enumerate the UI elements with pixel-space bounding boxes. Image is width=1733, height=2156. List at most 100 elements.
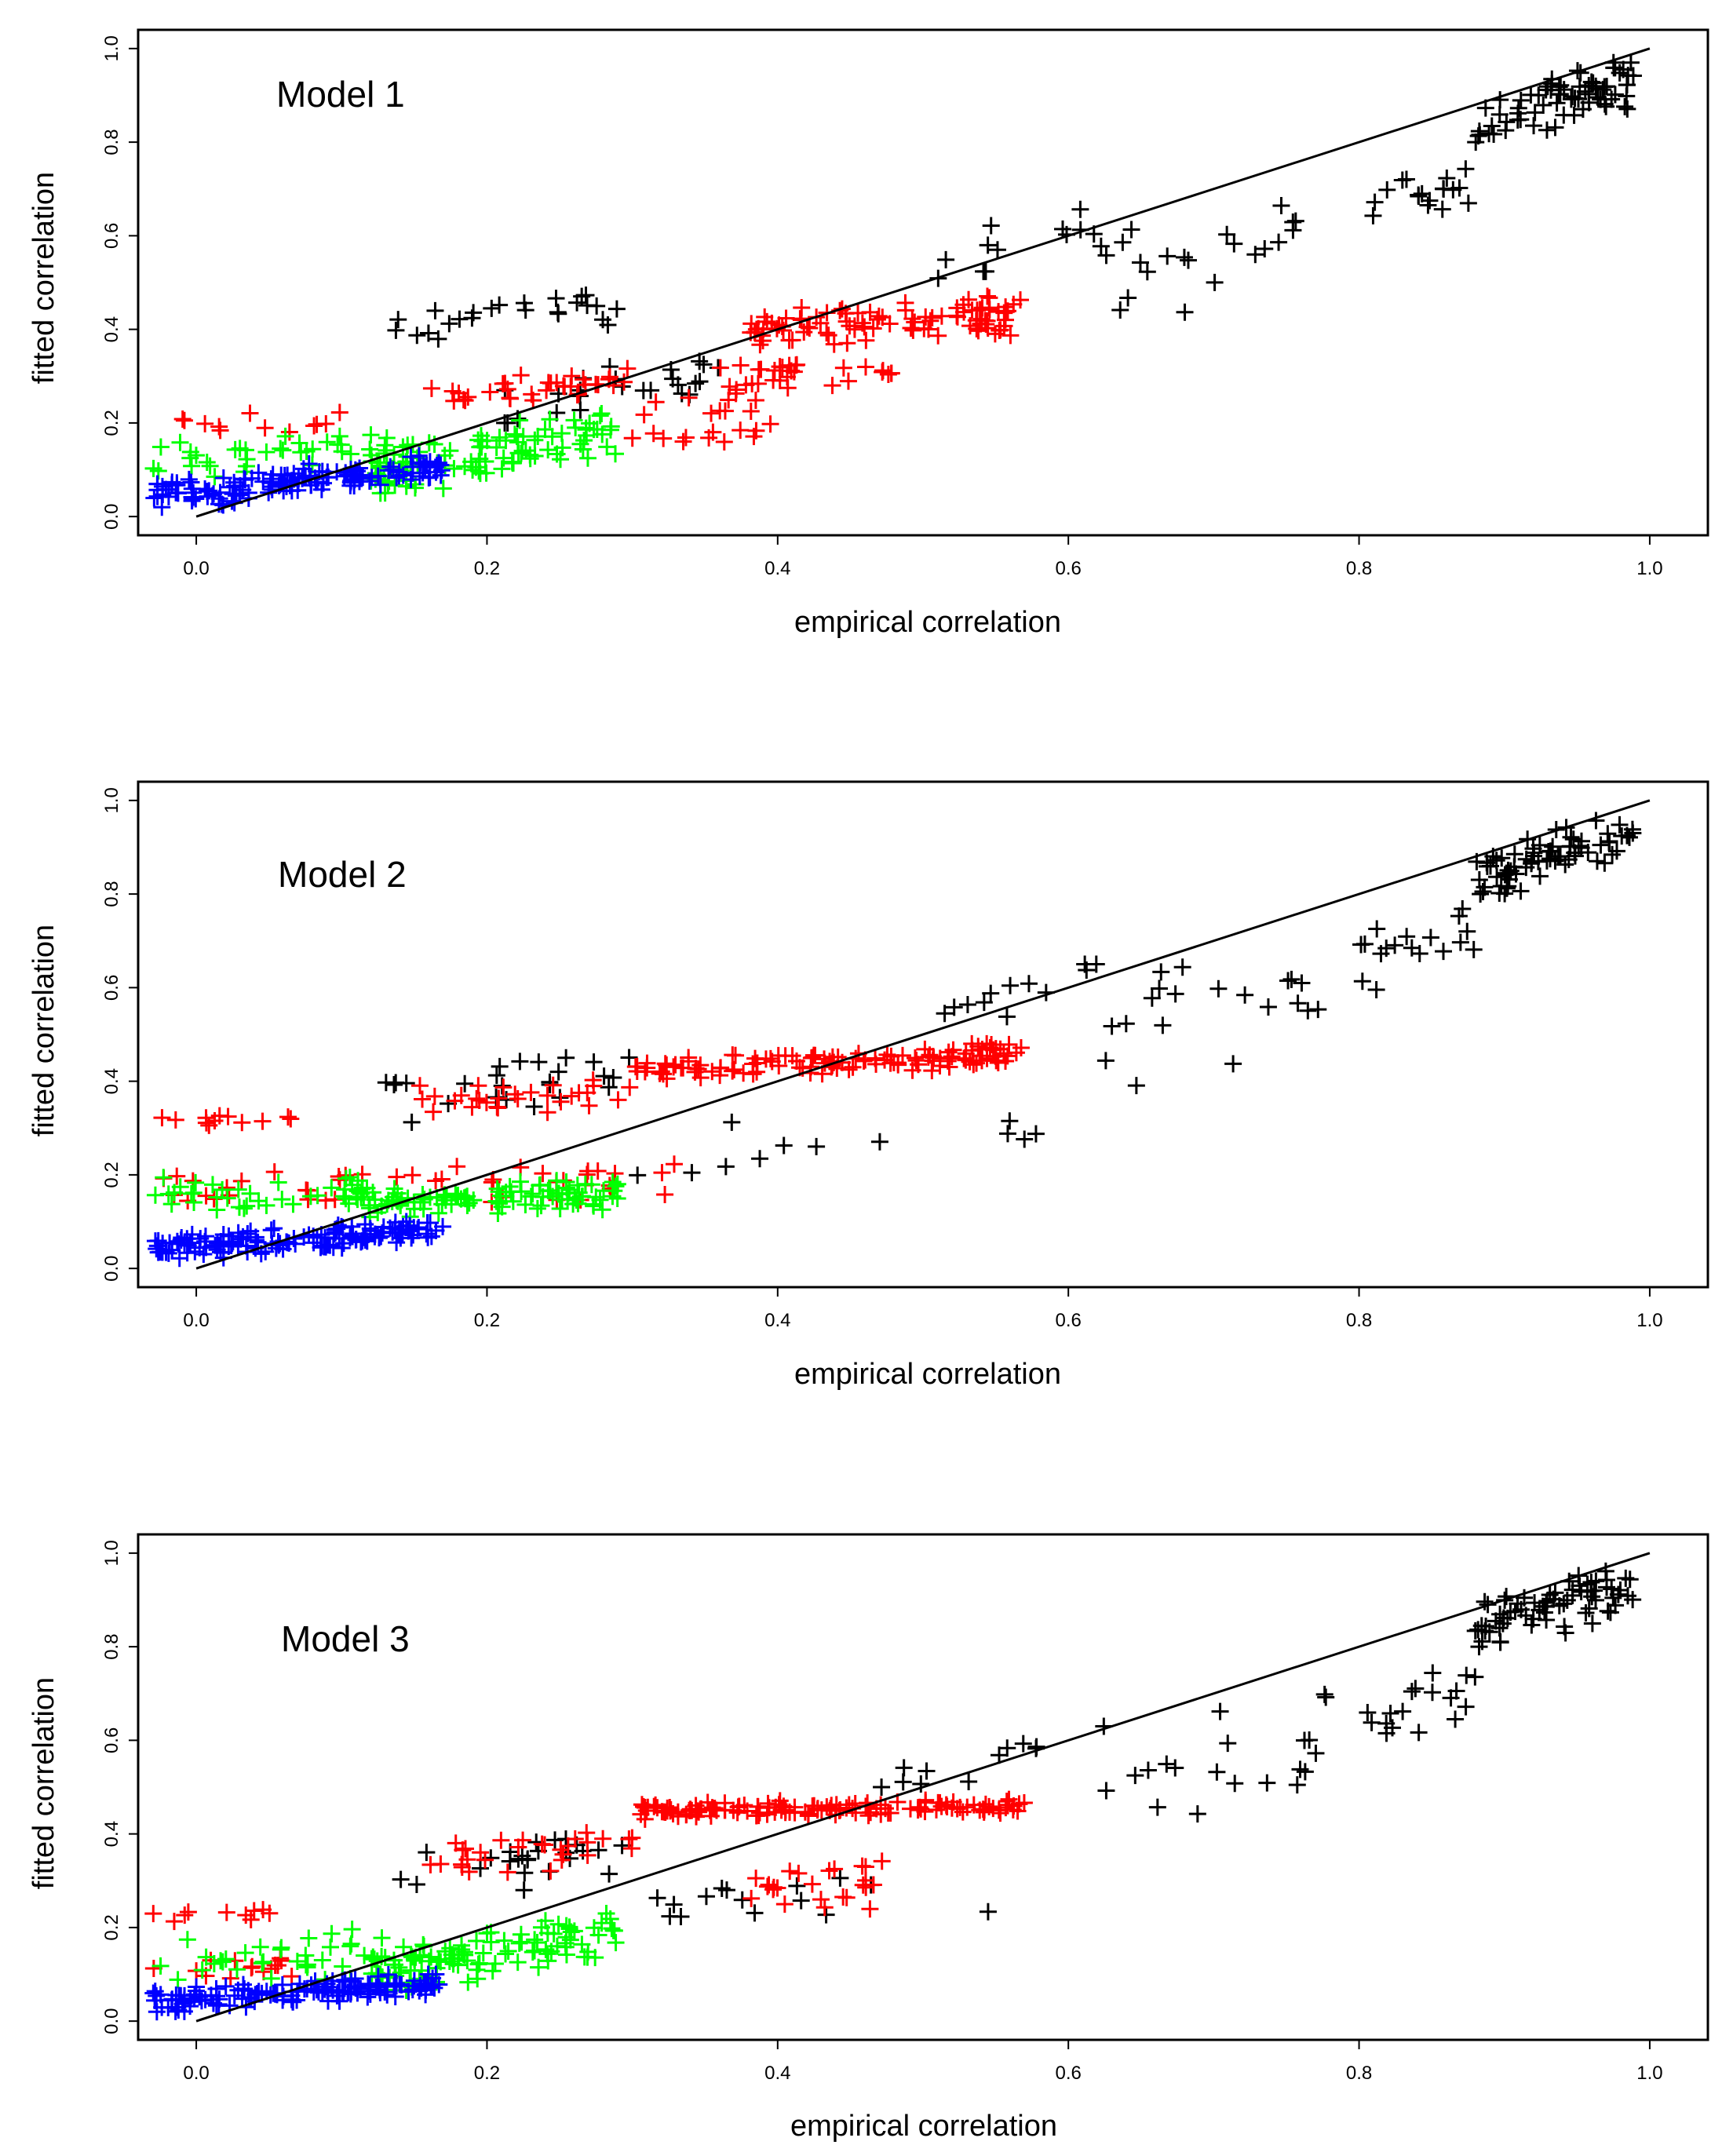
data-point (591, 407, 609, 425)
data-point (206, 1111, 224, 1129)
data-point (1368, 920, 1386, 938)
data-point (188, 1978, 206, 1996)
data-point (996, 311, 1014, 329)
data-point (749, 1797, 767, 1815)
data-point (998, 1008, 1016, 1026)
data-point (515, 294, 533, 312)
data-point (1531, 867, 1549, 885)
data-point (1206, 273, 1224, 291)
data-point (1490, 105, 1509, 123)
data-point (228, 1961, 246, 1979)
data-point (232, 1172, 250, 1190)
data-point (1397, 170, 1415, 188)
data-point (269, 1173, 287, 1191)
data-point (284, 1195, 302, 1213)
data-point (388, 1168, 406, 1186)
data-point (770, 1796, 788, 1814)
plot-frame (137, 780, 1709, 1289)
data-point (516, 1195, 534, 1213)
data-point (1166, 1759, 1184, 1777)
data-point (768, 1879, 786, 1897)
data-point (1624, 824, 1642, 842)
data-point (551, 1200, 569, 1218)
data-point (870, 307, 888, 325)
data-point (615, 373, 633, 391)
data-point (1366, 193, 1384, 211)
data-point (419, 324, 437, 342)
data-point (218, 1189, 236, 1207)
data-point (522, 1083, 540, 1101)
data-point (178, 1931, 196, 1949)
x-tick-label: 0.8 (1346, 1310, 1372, 1331)
data-point (509, 1838, 527, 1856)
data-point (1563, 1586, 1582, 1604)
data-point (402, 470, 420, 488)
data-point (1226, 1775, 1244, 1793)
data-point (588, 421, 606, 439)
data-point (1284, 213, 1302, 232)
data-point (1577, 1603, 1595, 1622)
data-point (776, 1047, 794, 1065)
data-point (1224, 1055, 1242, 1073)
data-point (243, 1957, 261, 1975)
data-point (903, 1061, 921, 1079)
data-point (788, 1877, 806, 1895)
data-point (1315, 1685, 1333, 1703)
y-tick-label: 1.0 (101, 787, 122, 813)
data-point (957, 1045, 975, 1063)
data-point (635, 1797, 653, 1815)
data-point (321, 1938, 339, 1956)
data-point (1526, 104, 1544, 122)
data-point (179, 1903, 197, 1921)
data-point (448, 1158, 466, 1176)
data-point (223, 1235, 241, 1253)
data-point (1548, 94, 1566, 112)
data-point (330, 403, 348, 421)
data-point (410, 1077, 429, 1095)
data-point (476, 1851, 494, 1869)
data-point (569, 1195, 587, 1213)
data-point (711, 359, 729, 377)
data-point (401, 1217, 419, 1235)
data-point (452, 1086, 470, 1104)
data-point (575, 1948, 593, 1966)
data-point (857, 1878, 875, 1896)
data-point (844, 1058, 862, 1076)
data-point (788, 356, 806, 374)
data-point (1607, 842, 1625, 860)
data-point (979, 319, 997, 337)
data-point (757, 1050, 775, 1068)
data-point (595, 1067, 613, 1085)
data-point (323, 1179, 341, 1197)
y-tick-label: 0.4 (101, 1821, 122, 1847)
data-point (882, 1047, 900, 1065)
data-point (1410, 186, 1428, 204)
data-point (711, 1059, 729, 1077)
data-point (187, 1173, 205, 1191)
data-point (286, 1235, 305, 1253)
data-point (589, 1926, 607, 1944)
x-tick-label: 0.8 (1346, 558, 1372, 579)
data-point (364, 1184, 382, 1202)
data-point (169, 1971, 187, 1989)
data-point (1611, 1581, 1629, 1600)
data-point (225, 473, 243, 491)
data-point (1096, 1052, 1115, 1070)
data-point (895, 1759, 913, 1777)
data-point (1466, 1622, 1484, 1640)
data-point (1406, 1680, 1425, 1698)
data-point (366, 1228, 384, 1246)
data-point (975, 994, 993, 1012)
data-point (270, 1236, 288, 1254)
data-point (254, 472, 272, 491)
data-point (155, 1169, 173, 1187)
y-tick-label: 0.2 (101, 410, 122, 436)
data-point (337, 464, 355, 482)
data-point (882, 364, 900, 382)
data-point (491, 296, 509, 314)
data-point (422, 379, 440, 397)
x-tick-label: 0.6 (1055, 2063, 1081, 2084)
data-point (604, 1173, 622, 1191)
data-point (1438, 170, 1456, 188)
data-point (214, 469, 232, 487)
